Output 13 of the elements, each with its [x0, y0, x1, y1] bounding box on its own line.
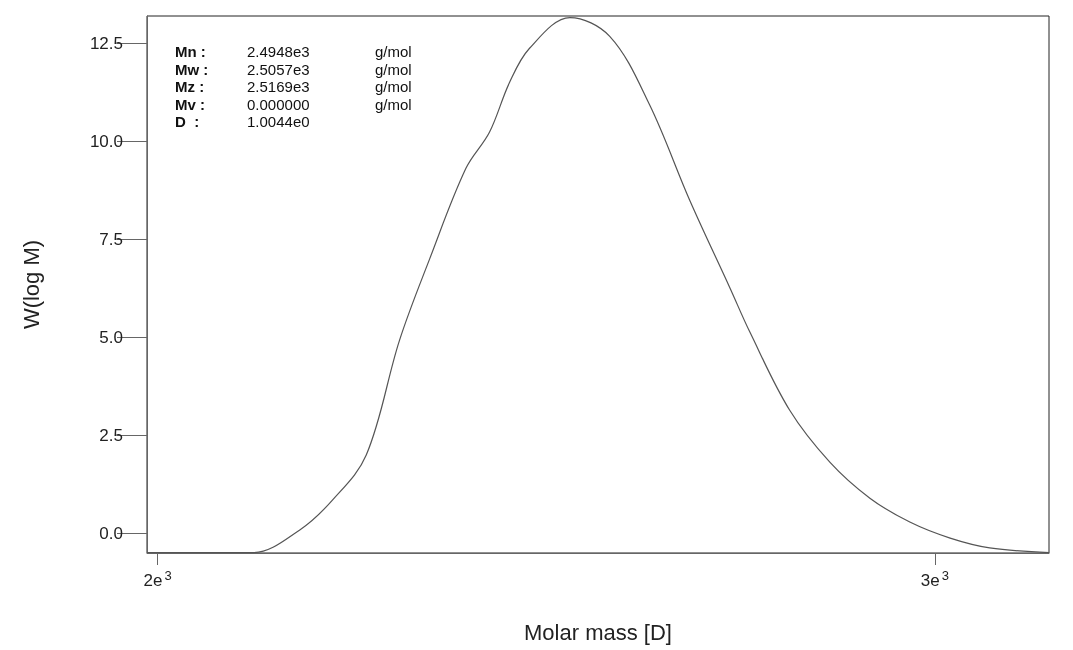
text: Mv : 0.000000 g/mol: [175, 95, 412, 113]
text: Mn : 2.4948e3 g/mol: [175, 43, 412, 60]
y-tick-label: 12.5: [89, 33, 123, 53]
y-tick-label: 2.5: [99, 425, 123, 445]
y-tick-label: 0.0: [99, 523, 123, 543]
y-axis-title: W(log M): [18, 239, 44, 330]
x-axis-title: Molar mass [D]: [524, 619, 672, 645]
y-tick-label: 5.0: [99, 327, 123, 347]
text: Mw : 2.5057e3 g/mol: [175, 60, 412, 78]
y-tick-label: 7.5: [99, 229, 123, 249]
text: Mz : 2.5169e3 g/mol: [175, 78, 412, 95]
y-tick-label: 10.0: [89, 131, 123, 151]
text: D : 1.0044e0: [175, 113, 310, 130]
